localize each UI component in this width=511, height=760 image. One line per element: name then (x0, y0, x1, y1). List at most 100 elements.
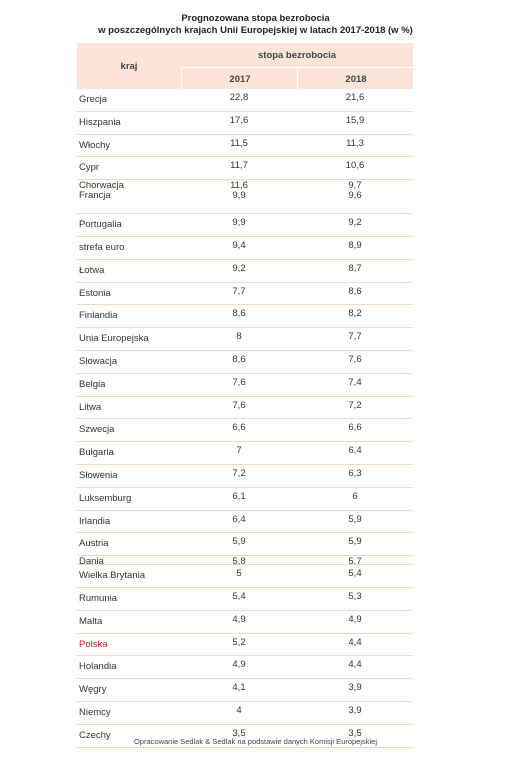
table-row: Węgry 4,1 3,9 (77, 679, 413, 702)
value-2018: 9,2 (348, 217, 362, 229)
table-row: Malta 4,9 4,9 (77, 611, 413, 634)
table-row: Belgia 7,6 7,4 (77, 374, 413, 397)
value-2017: 7,6 (232, 376, 246, 388)
country-cell: Chorwacja Francja (79, 181, 124, 201)
source-note: Opracowanie Sedlak & Sedlak na podstawie… (133, 737, 378, 746)
table-header: kraj stopa bezrobocia 2017 2018 (77, 43, 414, 90)
value-2018: 7,7 (348, 331, 362, 343)
country-name: Chorwacja (79, 180, 124, 192)
country-name: strefa euro (79, 241, 125, 253)
value-2018: 9,7 9,6 (297, 181, 413, 201)
table-row: Słowenia 7,2 6,3 (77, 465, 413, 488)
country-name: Finlandia (79, 310, 118, 322)
value-2017: 9,4 (232, 239, 246, 251)
value-2018: 6,3 (348, 467, 362, 479)
value-2018: 4,9 (348, 613, 362, 625)
table-row: Chorwacja Francja 11,6 9,9 9,7 9,6 (77, 180, 413, 215)
value-2017: 4,1 (232, 682, 246, 694)
value: 9,9 (232, 190, 246, 202)
country-name: Wielka Brytania (79, 570, 145, 582)
value-2018: 3,5 (348, 727, 362, 739)
table-row: Czechy 3,5 3,5 (77, 725, 413, 748)
value-2017: 5,9 (232, 536, 246, 548)
country-name: Bułgaria (79, 447, 114, 459)
value-2017: 22,8 (229, 92, 249, 103)
table-row: Cypr 11,7 10,6 (77, 157, 413, 181)
value-2017: 5,4 (232, 590, 246, 602)
country-name: Łotwa (79, 264, 105, 276)
value-2018: 6,4 (348, 445, 362, 457)
country-name: Malta (79, 615, 103, 627)
table-row: Dania 5,8 5,7 (77, 556, 413, 566)
value-2017: 5,8 (232, 556, 246, 566)
table-row: Wielka Brytania 5 5,4 (77, 565, 413, 588)
table-row: Bułgaria 7 6,4 (77, 442, 413, 465)
value-2017: 11,6 9,9 (181, 181, 297, 201)
value-2017: 9,2 (232, 262, 246, 274)
value-2018: 3,9 (348, 682, 362, 694)
value-2017: 11,5 (230, 137, 248, 149)
country-name: Litwa (79, 401, 102, 413)
value-2018: 3,9 (348, 704, 362, 716)
value-2017: 7,6 (232, 399, 246, 411)
unemployment-table: kraj stopa bezrobocia 2017 2018 Grecja 22… (77, 43, 414, 748)
country-name: Słowacja (79, 355, 118, 367)
value: 9,7 (348, 180, 362, 192)
country-name: Estonia (79, 287, 111, 299)
value-2018: 5,3 (348, 590, 362, 602)
table-row: Rumunia 5,4 5,3 (77, 588, 413, 611)
table-row: Irlandia 6,4 5,9 (77, 511, 413, 534)
value-2017: 7,7 (232, 285, 246, 297)
value-2018: 8,7 (348, 262, 362, 274)
table-row: Finlandia 8,6 8,2 (77, 305, 413, 329)
value-2017: 9,9 (232, 217, 246, 229)
table-row: Hiszpania 17,6 15,9 (77, 112, 413, 135)
country-name: Luksemburg (79, 492, 132, 504)
table-row: Litwa 7,6 7,2 (77, 397, 413, 420)
table-row: Polska 5,2 4,4 (77, 634, 413, 657)
table-body: Grecja 22,8 21,6 Hiszpania 17,6 15,9 Włochy 11,… (77, 89, 413, 748)
value-2017: 8 (236, 331, 242, 343)
value-2018: 5,7 (348, 556, 362, 566)
country-name: Holandia (79, 661, 117, 673)
value-2018: 5,9 (348, 513, 362, 525)
country-name: Belgia (79, 378, 106, 390)
header-group: stopa bezrobocia (257, 49, 337, 61)
value-2018: 10,6 (345, 160, 365, 172)
table-row: Grecja 22,8 21,6 (77, 89, 413, 112)
country-name: Hiszpania (79, 116, 121, 128)
table-row: Unia Europejska 8 7,7 (77, 328, 413, 351)
value-2017: 7,2 (232, 467, 246, 479)
value-2017: 17,6 (229, 114, 249, 126)
table-row: Słowacja 8,6 7,6 (77, 351, 413, 374)
header-year-2017: 2017 (181, 67, 298, 90)
country-name: Czechy (79, 729, 111, 741)
table-row: Holandia 4,9 4,4 (77, 656, 413, 680)
table-subtitle: w poszczególnych krajach Unii Europejski… (98, 25, 413, 36)
value-2018: 21,6 (345, 92, 365, 103)
value-2017: 7 (236, 445, 242, 457)
value-2017: 6,4 (232, 513, 246, 525)
country-name: Polska (79, 638, 108, 650)
value-2017: 8,6 (232, 353, 246, 365)
country-name: Włochy (79, 139, 111, 151)
table-row: Włochy 11,5 11,3 (77, 135, 413, 158)
value: 11,6 (230, 180, 248, 192)
country-name: Dania (79, 556, 104, 566)
country-name: Szwecja (79, 424, 115, 436)
value-2017: 5 (236, 568, 242, 580)
value-2017: 4,9 (232, 659, 246, 671)
country-name: Słowenia (79, 469, 118, 481)
value-2018: 7,6 (348, 353, 362, 365)
value-2018: 4,4 (348, 636, 362, 648)
value-2018: 8,9 (348, 239, 362, 251)
header-year-2018: 2018 (297, 67, 414, 90)
country-name: Rumunia (79, 592, 118, 604)
header-country: kraj (120, 60, 138, 72)
value-2018: 15,9 (345, 114, 365, 126)
value-2018: 8,6 (348, 285, 362, 297)
country-name: Unia Europejska (79, 333, 149, 345)
table-row: Luksemburg 6,1 6 (77, 488, 413, 511)
country-name: Francja (79, 190, 111, 202)
table-row: Niemcy 4 3,9 (77, 702, 413, 725)
